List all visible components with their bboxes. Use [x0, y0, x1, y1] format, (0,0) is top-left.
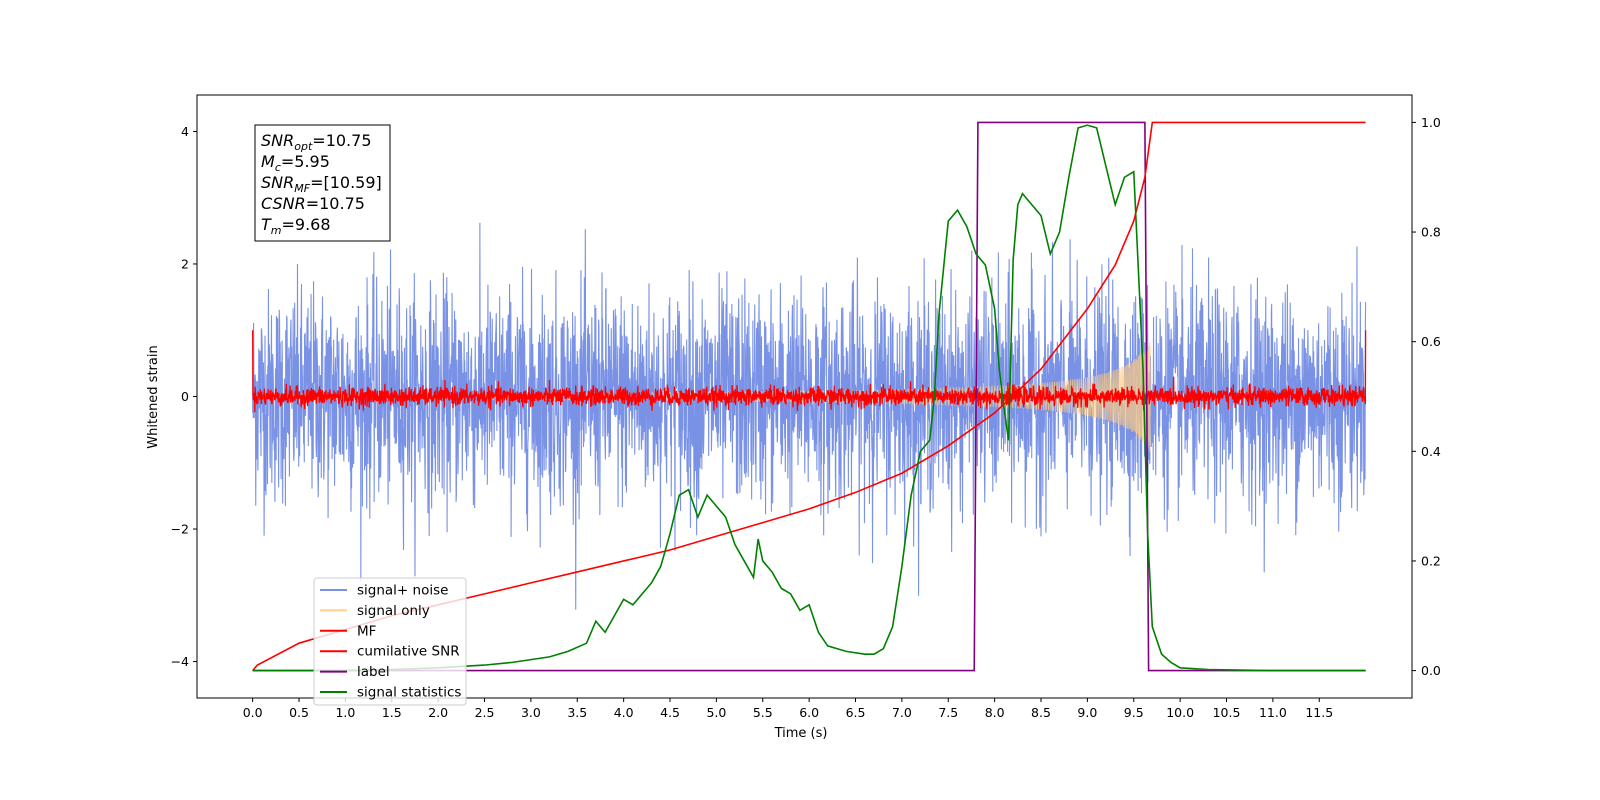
legend: signal+ noise signal only MF cumilative SNR…: [313, 577, 467, 706]
x-tick-label: 9.0: [1077, 705, 1097, 720]
y-axis-right: 1.0 0.8 0.6 0.4 0.2 0.0: [1412, 115, 1441, 678]
x-tick-label: 7.0: [892, 705, 912, 720]
x-tick-label: 5.5: [753, 705, 773, 720]
y-tick-label: 2: [181, 256, 189, 271]
y2-tick-label: 0.6: [1421, 334, 1441, 349]
legend-label: cumilative SNR: [357, 644, 460, 660]
annotation-frame: [254, 124, 391, 242]
x-tick-label: 3.0: [521, 705, 541, 720]
annotation-line: Tm=9.68: [261, 215, 331, 237]
y2-tick-label: 1.0: [1421, 115, 1441, 130]
legend-frame: [313, 577, 467, 706]
x-tick-label: 2.5: [475, 705, 495, 720]
x-tick-label: 9.5: [1124, 705, 1144, 720]
y2-tick-label: 0.2: [1421, 553, 1441, 568]
x-tick-label: 3.5: [567, 705, 587, 720]
x-tick-label: 2.0: [428, 705, 448, 720]
x-tick-label: 7.5: [938, 705, 958, 720]
x-tick-label: 8.5: [1031, 705, 1051, 720]
y2-tick-label: 0.8: [1421, 225, 1441, 240]
x-axis: 0.0 0.5 1.0 1.5 2.0 2.5 3.0 3.5 4.0 4.5 5.0 5.5 6.0 6…: [243, 698, 1333, 720]
y-axis-left: 4 2 0 −2 −4: [171, 124, 197, 669]
annotation-line: Mc=5.95: [261, 152, 330, 174]
x-tick-label: 5.0: [706, 705, 726, 720]
y-tick-label: 4: [181, 124, 189, 139]
annotation-box: SNRopt=10.75Mc=5.95SNRMF=[10.59]CSNR=10.…: [254, 124, 391, 242]
series-layer: [252, 121, 1367, 672]
y-tick-label: 0: [181, 389, 189, 404]
x-tick-label: 4.0: [614, 705, 634, 720]
x-tick-label: 11.5: [1305, 705, 1333, 720]
y-axis-label: Whitened strain: [146, 345, 161, 448]
series-0: [252, 222, 1367, 610]
x-tick-label: 11.0: [1259, 705, 1287, 720]
y2-tick-label: 0.0: [1421, 663, 1441, 678]
legend-label: MF: [357, 623, 376, 639]
y-tick-label: −4: [171, 654, 189, 669]
annotation-line: SNRopt=10.75: [261, 131, 372, 153]
x-tick-label: 1.0: [335, 705, 355, 720]
x-tick-label: 8.0: [985, 705, 1005, 720]
annotation-line: CSNR=10.75: [261, 194, 365, 213]
legend-label: label: [357, 664, 390, 680]
x-tick-label: 1.5: [382, 705, 402, 720]
legend-label: signal statistics: [357, 685, 461, 701]
y2-tick-label: 0.4: [1421, 444, 1441, 459]
series-5: [252, 124, 1366, 672]
x-tick-label: 6.0: [799, 705, 819, 720]
series-2: [252, 330, 1367, 413]
y-tick-label: −2: [171, 522, 189, 537]
annotation-line: SNRMF=[10.59]: [261, 173, 382, 195]
series-4: [252, 121, 1366, 672]
x-tick-label: 4.5: [660, 705, 680, 720]
legend-label: signal+ noise: [357, 583, 448, 599]
x-tick-label: 0.5: [289, 705, 309, 720]
x-tick-label: 0.0: [243, 705, 263, 720]
x-tick-label: 10.5: [1213, 705, 1241, 720]
x-axis-label: Time (s): [774, 726, 828, 741]
x-tick-label: 6.5: [846, 705, 866, 720]
legend-label: signal only: [357, 603, 430, 619]
x-tick-label: 10.0: [1166, 705, 1194, 720]
